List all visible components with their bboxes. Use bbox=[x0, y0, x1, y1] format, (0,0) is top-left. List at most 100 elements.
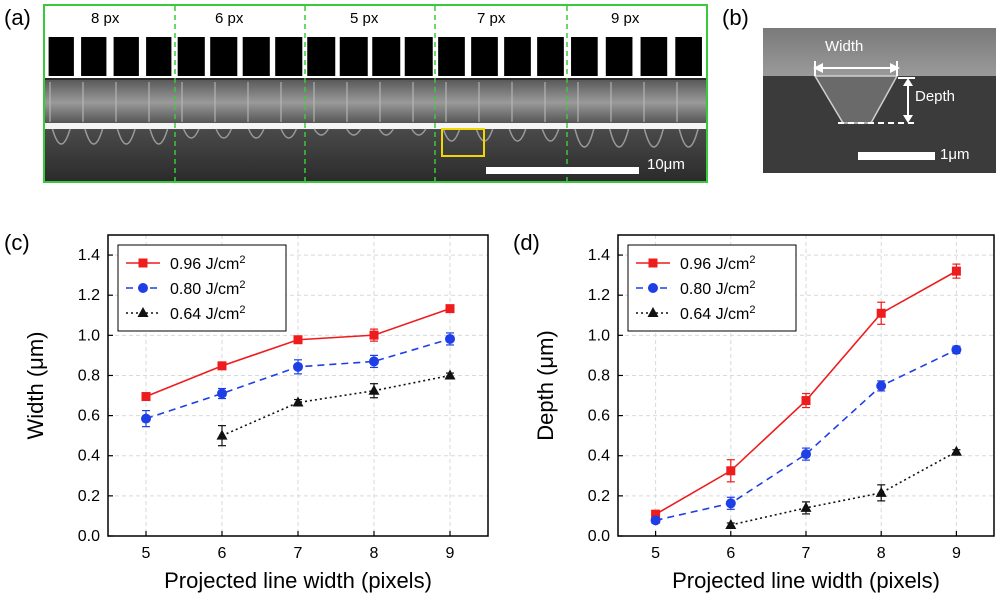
y-tick-label: 0.2 bbox=[588, 488, 610, 505]
data-point bbox=[293, 361, 303, 372]
y-tick-label: 0.4 bbox=[78, 448, 100, 465]
data-point bbox=[801, 396, 811, 406]
data-point bbox=[138, 283, 148, 293]
scale-bar-b-label: 1μm bbox=[940, 146, 970, 163]
y-tick-label: 1.0 bbox=[588, 327, 610, 344]
data-point bbox=[445, 333, 455, 344]
legend-entry: 0.96 J/cm2 bbox=[170, 254, 245, 273]
x-axis-label: Projected line width (pixels) bbox=[164, 568, 432, 593]
sem-image-b-drawing bbox=[763, 28, 996, 173]
data-point bbox=[648, 283, 658, 293]
y-tick-label: 1.2 bbox=[78, 287, 100, 304]
y-tick-label: 0.4 bbox=[588, 448, 610, 465]
data-point bbox=[647, 307, 659, 317]
scale-bar-a-label: 10μm bbox=[647, 156, 685, 173]
depth-annotation: Depth bbox=[915, 88, 956, 105]
series-2 bbox=[141, 332, 455, 428]
sem-image-b: Width Depth 1μm bbox=[763, 28, 996, 173]
sem-image-a-drawing bbox=[45, 6, 706, 181]
x-tick-label: 6 bbox=[726, 545, 735, 562]
data-point bbox=[444, 369, 456, 380]
series-1 bbox=[651, 263, 961, 519]
groove-marks bbox=[51, 128, 699, 148]
data-point bbox=[369, 330, 379, 340]
data-point bbox=[216, 429, 228, 440]
data-point bbox=[445, 304, 455, 314]
data-point bbox=[800, 501, 812, 512]
segment-label-5: 9 px bbox=[611, 10, 640, 27]
data-point bbox=[138, 258, 148, 268]
data-point bbox=[650, 515, 661, 526]
data-point bbox=[951, 344, 962, 355]
y-tick-label: 0.6 bbox=[588, 408, 610, 425]
data-point bbox=[725, 518, 737, 529]
legend-entry: 0.96 J/cm2 bbox=[680, 254, 755, 273]
x-tick-label: 8 bbox=[877, 545, 886, 562]
legend-entry: 0.80 J/cm2 bbox=[680, 279, 755, 298]
scale-bar-b bbox=[858, 152, 935, 160]
x-tick-label: 7 bbox=[294, 545, 303, 562]
data-point bbox=[651, 509, 661, 519]
legend: 0.96 J/cm2 0.80 J/cm2 0.64 J/cm2 bbox=[627, 244, 797, 332]
data-point bbox=[217, 388, 227, 399]
segment-label-4: 7 px bbox=[477, 10, 506, 27]
data-point bbox=[876, 380, 887, 391]
series-3 bbox=[725, 445, 962, 529]
data-point bbox=[217, 361, 227, 371]
width-chart: 5 6 7 8 9 0.0 0.2 0.4 0.6 0.8 1.0 1.2 1.4 Projected l… bbox=[23, 234, 489, 593]
series-1 bbox=[141, 304, 455, 402]
legend-entry: 0.64 J/cm2 bbox=[680, 304, 755, 323]
data-point bbox=[648, 258, 658, 268]
data-point bbox=[368, 384, 380, 395]
highlight-box bbox=[441, 128, 485, 157]
y-tick-label: 1.2 bbox=[588, 287, 610, 304]
side-stripes bbox=[49, 82, 678, 122]
x-tick-label: 9 bbox=[952, 545, 961, 562]
data-point bbox=[950, 445, 962, 456]
x-tick-label: 5 bbox=[651, 545, 660, 562]
data-point bbox=[801, 449, 811, 460]
panel-label-a: (a) bbox=[4, 5, 31, 30]
x-tick-label: 7 bbox=[802, 545, 811, 562]
y-tick-label: 0.2 bbox=[78, 488, 100, 505]
data-point bbox=[726, 466, 736, 476]
y-axis-label: Depth (μm) bbox=[533, 330, 558, 440]
series-line bbox=[655, 349, 957, 522]
sem-image-a: 8 px 6 px 5 px 7 px 9 px 10μm bbox=[43, 4, 708, 183]
data-point bbox=[292, 396, 304, 407]
x-axis-label: Projected line width (pixels) bbox=[672, 568, 940, 593]
series-3 bbox=[216, 369, 456, 447]
y-tick-label: 0.0 bbox=[588, 528, 610, 545]
data-point bbox=[141, 392, 151, 402]
data-point bbox=[725, 498, 736, 509]
data-point bbox=[876, 308, 886, 318]
series-line bbox=[221, 374, 451, 437]
series-2 bbox=[650, 344, 962, 526]
pattern-bars bbox=[48, 37, 702, 76]
data-point bbox=[141, 413, 151, 424]
y-tick-label: 0.6 bbox=[78, 408, 100, 425]
legend-entry: 0.80 J/cm2 bbox=[170, 279, 245, 298]
y-tick-label: 1.4 bbox=[588, 247, 610, 264]
panel-label-c: (c) bbox=[4, 230, 30, 255]
legend: 0.96 J/cm2 0.80 J/cm2 0.64 J/cm2 bbox=[117, 244, 287, 332]
width-annotation: Width bbox=[825, 38, 864, 55]
y-tick-label: 0.8 bbox=[588, 367, 610, 384]
data-point bbox=[369, 356, 379, 367]
x-tick-label: 8 bbox=[370, 545, 379, 562]
x-tick-label: 5 bbox=[142, 545, 151, 562]
segment-label-1: 8 px bbox=[91, 10, 120, 27]
segment-label-2: 6 px bbox=[215, 10, 244, 27]
data-point bbox=[293, 335, 303, 345]
data-point bbox=[137, 307, 149, 317]
y-tick-label: 0.8 bbox=[78, 367, 100, 384]
series-line bbox=[730, 451, 957, 526]
y-tick-label: 1.0 bbox=[78, 327, 100, 344]
segment-label-3: 5 px bbox=[350, 10, 379, 27]
x-tick-label: 9 bbox=[446, 545, 455, 562]
y-tick-label: 0.0 bbox=[78, 528, 100, 545]
y-axis-label: Width (μm) bbox=[23, 331, 48, 439]
scale-bar-a bbox=[486, 167, 639, 174]
data-point bbox=[951, 266, 961, 276]
segment-dividers bbox=[174, 6, 568, 181]
